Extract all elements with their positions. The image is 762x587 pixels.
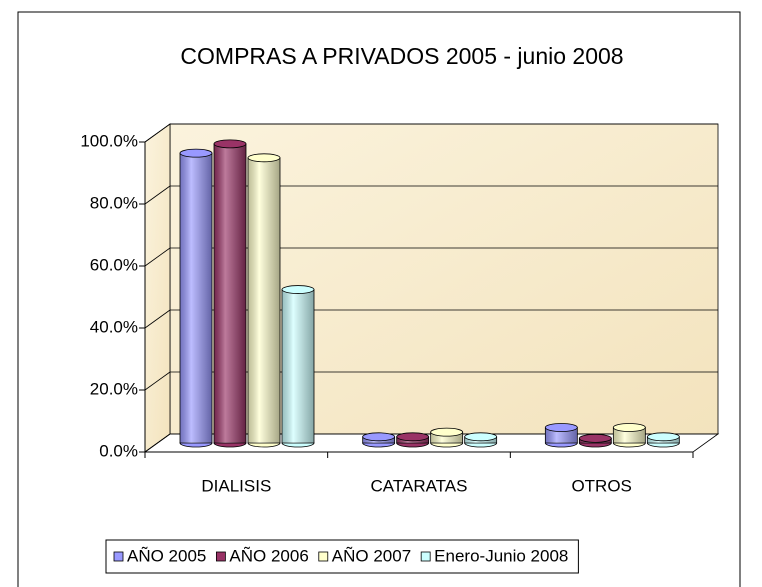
grid-line <box>144 247 171 267</box>
bar-top <box>247 153 281 163</box>
grid-line <box>144 371 171 391</box>
y-tick-label: 100.0% <box>80 131 138 150</box>
bar-top <box>430 427 464 437</box>
legend-label: AÑO 2006 <box>229 546 308 565</box>
grid-line <box>144 185 171 205</box>
bar-shade <box>180 153 212 443</box>
bar-top <box>213 139 247 149</box>
legend <box>105 539 579 574</box>
bar-top <box>362 432 396 442</box>
x-tick-label: DIALISIS <box>201 476 271 495</box>
y-tick-label: 60.0% <box>90 255 138 274</box>
grid-line <box>144 433 171 453</box>
bar-top <box>544 423 578 432</box>
x-tick-label: CATARATAS <box>371 476 468 495</box>
legend-label: AÑO 2005 <box>127 546 206 565</box>
bar-top <box>578 433 612 443</box>
legend-swatch <box>318 551 329 562</box>
bar-shade <box>430 432 463 443</box>
legend-swatch <box>420 551 431 562</box>
grid-line <box>144 123 171 143</box>
bar-top <box>612 423 646 432</box>
bar-top <box>396 432 430 442</box>
side-wall <box>144 123 171 453</box>
bar-top <box>464 432 498 442</box>
y-tick-label: 80.0% <box>90 193 138 212</box>
bar-top <box>179 148 213 158</box>
grid-line <box>144 309 171 329</box>
legend-label: Enero-Junio 2008 <box>434 546 568 565</box>
bar-shade <box>214 143 246 443</box>
bar-top <box>281 285 315 294</box>
y-tick-label: 20.0% <box>90 379 138 398</box>
bar-shade <box>248 157 280 444</box>
legend-swatch <box>215 551 226 562</box>
bar-top <box>646 432 680 442</box>
bar-shade <box>282 289 314 443</box>
legend-label: AÑO 2007 <box>332 546 411 565</box>
y-tick-label: 40.0% <box>90 317 138 336</box>
chart-title: COMPRAS A PRIVADOS 2005 - junio 2008 <box>180 43 623 69</box>
y-tick-label: 0.0% <box>99 441 138 460</box>
legend-swatch <box>113 551 124 562</box>
x-tick-label: OTROS <box>571 476 631 495</box>
